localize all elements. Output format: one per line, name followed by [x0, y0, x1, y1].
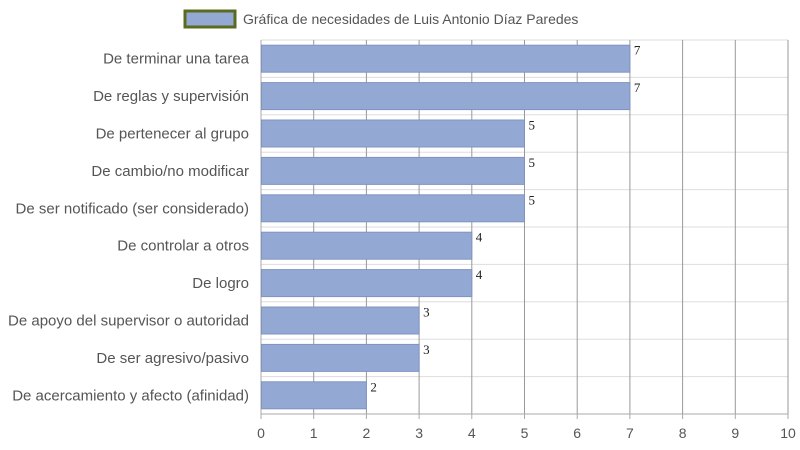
tick-label: 0	[257, 425, 265, 441]
category-label: De ser agresivo/pasivo	[96, 350, 249, 367]
category-label: De ser notificado (ser considerado)	[16, 200, 249, 217]
bar[interactable]	[261, 269, 473, 298]
data-label: 7	[634, 80, 641, 95]
category-label: De terminar una tarea	[103, 51, 250, 68]
category-labels: De terminar una tarea De reglas y supervi…	[8, 51, 250, 405]
bar[interactable]	[261, 44, 631, 73]
tick-label: 10	[780, 425, 796, 441]
bar[interactable]	[261, 381, 367, 410]
tick-label: 2	[363, 425, 371, 441]
bars-layer: 7 7 5 5 5 4 4 3 3 2	[261, 43, 641, 410]
category-label: De apoyo del supervisor o autoridad	[8, 313, 249, 330]
data-label: 5	[529, 155, 536, 170]
bar[interactable]	[261, 194, 525, 223]
bar[interactable]	[261, 156, 525, 185]
data-label: 4	[476, 230, 483, 245]
tick-label: 8	[679, 425, 687, 441]
data-label: 5	[529, 118, 536, 133]
data-label: 2	[370, 379, 377, 394]
legend-label[interactable]: Gráfica de necesidades de Luis Antonio D…	[243, 11, 578, 27]
tick-label: 1	[310, 425, 318, 441]
data-label: 3	[423, 342, 430, 357]
category-label: De controlar a otros	[117, 238, 249, 255]
tick-label: 3	[415, 425, 423, 441]
tick-label: 7	[626, 425, 634, 441]
data-label: 3	[423, 305, 430, 320]
bar[interactable]	[261, 306, 420, 335]
tick-label: 5	[521, 425, 529, 441]
category-label: De reglas y supervisión	[93, 88, 249, 105]
category-label: De cambio/no modificar	[91, 163, 249, 180]
category-label: De logro	[192, 275, 249, 292]
tick-label: 4	[468, 425, 476, 441]
data-label: 7	[634, 43, 641, 58]
bar[interactable]	[261, 119, 525, 148]
tick-label: 9	[731, 425, 739, 441]
legend-swatch[interactable]	[183, 9, 237, 29]
data-label: 4	[476, 267, 483, 282]
bar[interactable]	[261, 82, 631, 111]
category-label: De acercamiento y afecto (afinidad)	[12, 387, 249, 404]
bar[interactable]	[261, 231, 473, 260]
tick-label: 6	[573, 425, 581, 441]
bar[interactable]	[261, 343, 420, 372]
category-label: De pertenecer al grupo	[96, 126, 249, 143]
data-label: 5	[529, 192, 536, 207]
legend[interactable]: Gráfica de necesidades de Luis Antonio D…	[183, 9, 578, 29]
x-axis-ticks: 0 1 2 3 4 5 6 7 8 9 10	[257, 414, 796, 441]
